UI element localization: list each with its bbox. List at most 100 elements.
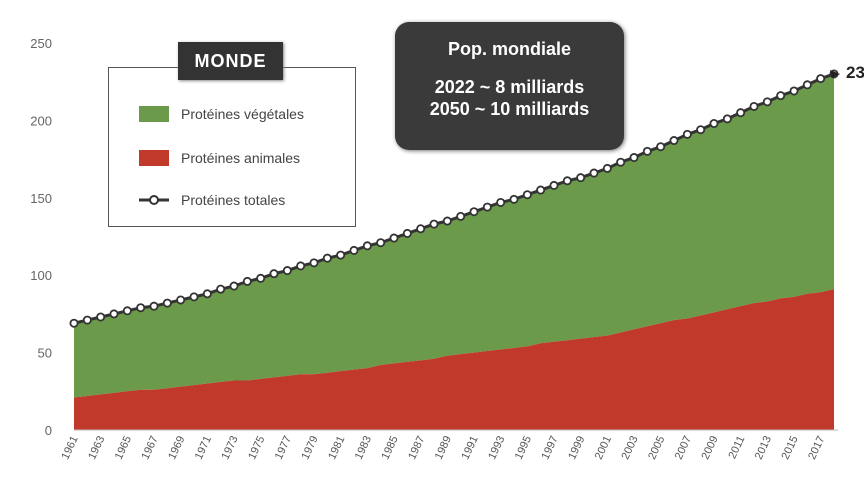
point-total: [216, 284, 226, 294]
point-total: [482, 202, 492, 212]
x-tick-label: 1969: [166, 434, 187, 461]
end-value-label: 23: [846, 63, 864, 82]
x-tick-label: 1961: [59, 434, 80, 461]
x-tick-label: 1991: [459, 434, 480, 461]
point-total: [109, 309, 119, 319]
y-tick-label: 50: [38, 346, 52, 361]
point-total: [122, 306, 132, 316]
x-tick-label: 1963: [86, 434, 107, 461]
point-total: [496, 197, 506, 207]
legend-marker-total: [139, 195, 169, 205]
point-total: [242, 276, 252, 286]
point-total: [309, 258, 319, 268]
point-total: [69, 318, 79, 328]
x-tick-label: 1967: [139, 434, 160, 461]
x-tick-label: 2015: [779, 434, 800, 461]
point-total: [469, 207, 479, 217]
point-total: [189, 292, 199, 302]
point-total: [336, 250, 346, 260]
point-total: [296, 261, 306, 271]
x-tick-label: 1981: [326, 434, 347, 461]
point-total: [802, 80, 812, 90]
legend-swatch-animal: [139, 150, 169, 166]
area-animal: [74, 289, 834, 430]
point-total: [536, 185, 546, 195]
x-tick-label: 1985: [379, 434, 400, 461]
point-total: [362, 241, 372, 251]
legend-item-animal: Protéines animales: [139, 150, 300, 166]
point-total: [136, 303, 146, 313]
point-total: [96, 312, 106, 322]
legend-label: Protéines totales: [181, 192, 286, 208]
legend-item-total: Protéines totales: [139, 192, 285, 208]
point-total: [736, 108, 746, 118]
point-total: [416, 224, 426, 234]
x-tick-label: 1989: [433, 434, 454, 461]
point-total: [749, 101, 759, 111]
y-tick-label: 250: [30, 36, 52, 51]
y-tick-label: 100: [30, 268, 52, 283]
point-total: [269, 269, 279, 279]
point-total: [322, 253, 332, 263]
x-tick-label: 1997: [539, 434, 560, 461]
line-total: [73, 72, 835, 325]
x-tick-label: 1977: [273, 434, 294, 461]
point-total: [349, 245, 359, 255]
point-total: [576, 173, 586, 183]
y-tick-label: 200: [30, 113, 52, 128]
point-total: [642, 146, 652, 156]
point-total: [176, 295, 186, 305]
point-total: [709, 118, 719, 128]
point-total: [816, 74, 826, 84]
x-tick-label: 2003: [619, 434, 640, 461]
x-tick-label: 2013: [753, 434, 774, 461]
point-total: [762, 97, 772, 107]
point-total: [789, 86, 799, 96]
x-tick-label: 1965: [113, 434, 134, 461]
point-total: [562, 176, 572, 186]
point-total: [656, 142, 666, 152]
point-total: [629, 153, 639, 163]
info-line-2050: 2050 ~ 10 milliards: [429, 99, 590, 119]
point-total: [256, 273, 266, 283]
x-tick-label: 2009: [699, 434, 720, 461]
point-total: [429, 219, 439, 229]
x-tick-label: 2017: [806, 434, 827, 461]
info-line-2022: 2022 ~ 8 milliards: [434, 77, 585, 97]
legend: Protéines végétales Protéines animales P…: [108, 67, 356, 227]
point-total: [776, 91, 786, 101]
y-tick-label: 0: [45, 423, 52, 438]
legend-item-vegetal: Protéines végétales: [139, 106, 304, 122]
point-total: [722, 114, 732, 124]
point-total: [509, 194, 519, 204]
point-total: [202, 289, 212, 299]
x-tick-label: 1999: [566, 434, 587, 461]
arrow-head-icon: [830, 69, 840, 78]
legend-label: Protéines animales: [181, 150, 301, 166]
point-total: [522, 190, 532, 200]
point-total: [669, 136, 679, 146]
point-total: [589, 168, 599, 178]
point-total: [696, 125, 706, 135]
x-tick-label: 1971: [193, 434, 214, 461]
point-total: [376, 238, 386, 248]
x-tick-label: 2005: [646, 434, 667, 461]
point-total: [229, 281, 239, 291]
x-tick-label: 1987: [406, 434, 427, 461]
point-total: [442, 216, 452, 226]
x-tick-label: 1993: [486, 434, 507, 461]
x-tick-label: 1975: [246, 434, 267, 461]
y-tick-label: 150: [30, 191, 52, 206]
x-tick-label: 1983: [353, 434, 374, 461]
point-total: [389, 233, 399, 243]
point-total: [162, 298, 172, 308]
point-total: [616, 157, 626, 167]
point-total: [402, 228, 412, 238]
point-total: [549, 180, 559, 190]
point-total: [149, 301, 159, 311]
x-tick-label: 1979: [299, 434, 320, 461]
point-total: [82, 315, 92, 325]
x-tick-label: 1995: [513, 434, 534, 461]
point-total: [682, 129, 692, 139]
